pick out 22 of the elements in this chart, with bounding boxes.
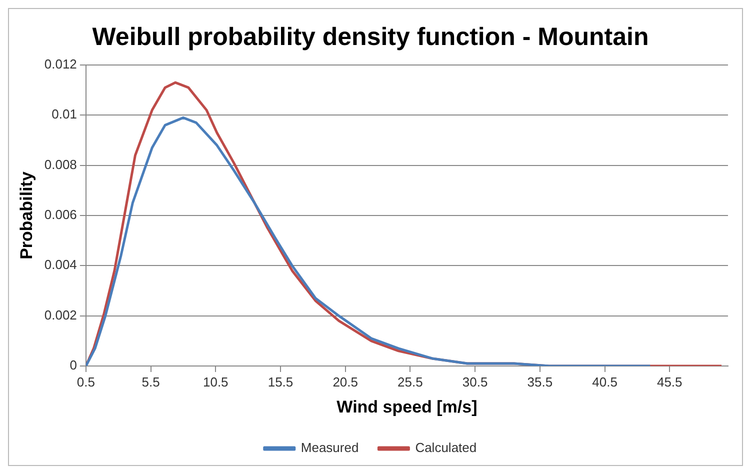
x-tick-label: 40.5 — [592, 374, 618, 390]
x-tick-label: 30.5 — [462, 374, 488, 390]
y-tick-label: 0.002 — [44, 307, 77, 322]
x-tick-label: 5.5 — [142, 374, 160, 390]
chart-title: Weibull probability density function - Mountain — [92, 22, 649, 51]
x-tick-label: 25.5 — [398, 374, 423, 390]
legend-label: Measured — [300, 440, 359, 456]
y-tick-label: 0.006 — [44, 207, 77, 222]
y-tick-label: 0.01 — [52, 106, 77, 122]
x-axis-title: Wind speed [m/s] — [336, 397, 478, 416]
x-tick-label: 0.5 — [76, 374, 95, 390]
y-tick-label: 0 — [70, 358, 77, 373]
x-tick-label: 45.5 — [656, 374, 682, 390]
x-tick-label: 20.5 — [332, 374, 358, 390]
legend-label: Calculated — [415, 440, 477, 456]
y-tick-label: 0.012 — [44, 56, 77, 72]
x-tick-label: 10.5 — [202, 374, 228, 390]
x-tick-label: 35.5 — [527, 374, 553, 390]
x-tick-label: 15.5 — [268, 374, 294, 390]
y-tick-label: 0.004 — [44, 257, 77, 272]
y-axis-title: Probability — [16, 171, 36, 260]
y-tick-label: 0.008 — [44, 156, 77, 172]
